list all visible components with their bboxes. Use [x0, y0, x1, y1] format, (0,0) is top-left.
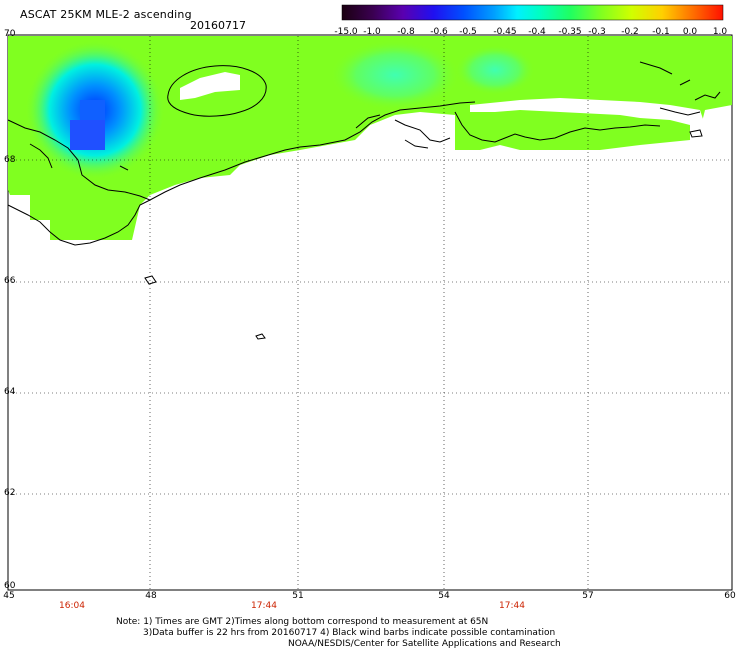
colorbar [341, 4, 724, 21]
low-value-core [70, 120, 105, 150]
low-value-core [80, 100, 105, 120]
note-line-1: Note: 1) Times are GMT 2)Times along bot… [116, 617, 489, 627]
colorbar-label: -0.8 [397, 27, 415, 37]
lon-label: 60 [724, 591, 736, 601]
pass-time-label: 17:44 [499, 601, 525, 611]
lon-label: 45 [3, 591, 15, 601]
map-title: ASCAT 25KM MLE-2 ascending [20, 8, 192, 21]
lat-label: 66 [4, 276, 16, 286]
lat-label: 68 [4, 155, 16, 165]
colorbar-label: -0.35 [558, 27, 582, 37]
moderate-value-patch [455, 45, 535, 95]
pass-time-label: 17:44 [251, 601, 277, 611]
lon-label: 57 [582, 591, 594, 601]
colorbar-label: -0.1 [652, 27, 670, 37]
lat-label: 64 [4, 387, 16, 397]
no-data-area [470, 98, 705, 142]
moderate-value-patch [330, 40, 460, 110]
colorbar-label: -1.0 [363, 27, 381, 37]
pass-time-label: 16:04 [59, 601, 85, 611]
colorbar-label: 0.0 [682, 27, 698, 37]
lat-label: 62 [4, 488, 16, 498]
plot-frame [7, 34, 733, 591]
colorbar-label: -0.45 [493, 27, 517, 37]
colorbar-label: 1.0 [712, 27, 728, 37]
lon-label: 48 [145, 591, 157, 601]
lat-label: 60 [4, 581, 16, 591]
colorbar-label: -15.0 [334, 27, 358, 37]
lon-label: 51 [292, 591, 304, 601]
colorbar-label: -0.5 [459, 27, 477, 37]
lat-label: 70 [4, 29, 16, 39]
note-line-2: 3)Data buffer is 22 hrs from 20160717 4)… [143, 628, 556, 638]
graticule [8, 36, 732, 590]
note-line-3: NOAA/NESDIS/Center for Satellite Applica… [288, 639, 561, 649]
lon-label: 54 [438, 591, 450, 601]
map-date: 20160717 [190, 19, 246, 32]
colorbar-label: -0.4 [528, 27, 546, 37]
colorbar-label: -0.3 [588, 27, 606, 37]
colorbar-label: -0.6 [430, 27, 448, 37]
coastline [7, 61, 721, 340]
no-data-area [180, 72, 240, 100]
colorbar-label: -0.2 [621, 27, 639, 37]
